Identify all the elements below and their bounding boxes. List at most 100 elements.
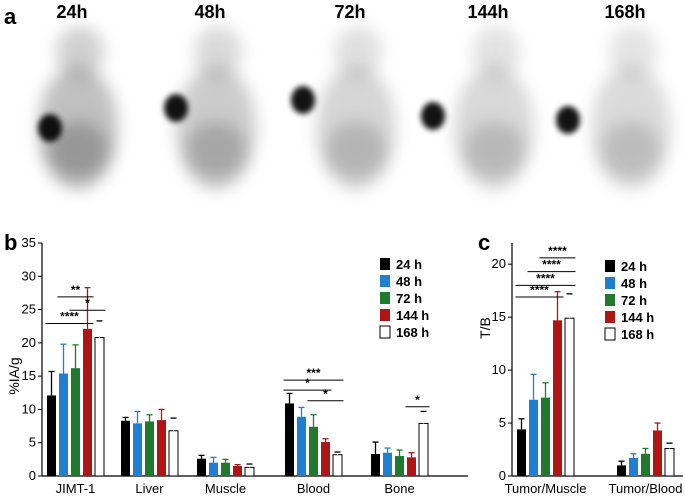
y-axis-label: T/B <box>477 317 493 339</box>
legend-swatch-48-h <box>380 275 390 287</box>
significance-label: * <box>323 387 328 401</box>
biodistribution-chart: b %IA/g 0 5 10 15 20 25 30 35 JIMT-1 Liver Muscle B… <box>4 230 468 496</box>
timepoint-label-168h: 168h <box>604 2 645 22</box>
legend-swatch-168-h <box>604 327 616 341</box>
bar-jimt-1-168-h <box>94 337 105 477</box>
head-uptake <box>472 26 520 78</box>
bar-blood-144-h <box>321 442 330 476</box>
y-tick-label: 15 <box>22 368 36 383</box>
panel-c-label: c <box>478 230 490 255</box>
significance-label: **** <box>530 283 549 297</box>
abdomen-uptake <box>464 122 524 178</box>
bar-liver-48-h <box>133 423 142 476</box>
legend-label-144-h: 144 h <box>621 310 654 325</box>
bar-bone-48-h <box>383 452 392 476</box>
tumor-uptake <box>38 114 62 142</box>
panel-a-label: a <box>4 4 17 29</box>
bar-tumor-blood-72-h <box>641 453 650 476</box>
x-tick-label-tumor-muscle: Tumor/Muscle <box>505 481 587 496</box>
significance-label: ** <box>71 283 81 297</box>
head-uptake <box>56 26 104 78</box>
bar-blood-48-h <box>297 416 306 476</box>
bar-tumor-muscle-72-h <box>541 397 550 476</box>
bar-liver-144-h <box>157 420 166 476</box>
significance-label: **** <box>548 244 567 258</box>
bar-tumor-blood-24-h <box>617 465 626 476</box>
y-tick-label: 10 <box>22 401 36 416</box>
significance-label: **** <box>60 310 79 324</box>
timepoint-label-144h: 144h <box>467 2 508 22</box>
significance-label: * <box>305 376 310 390</box>
bar-liver-24-h <box>121 420 130 476</box>
plot-area: 0 5 10 15 20 25 30 35 JIMT-1 Liver Muscle Blood Bone… <box>22 235 468 496</box>
y-tick-label: 20 <box>492 256 506 271</box>
bar-tumor-blood-168-h <box>664 447 675 477</box>
legend-label-168-h: 168 h <box>396 325 429 340</box>
bar-tumor-blood-48-h <box>629 457 638 476</box>
abdomen-uptake <box>48 122 108 178</box>
bar-bone-24-h <box>371 454 380 476</box>
bar-muscle-48-h <box>209 462 218 476</box>
tumor-uptake <box>164 94 188 122</box>
head-uptake <box>194 26 242 78</box>
head-uptake <box>334 26 382 78</box>
legend-label-72-h: 72 h <box>396 291 422 306</box>
legend-label-24-h: 24 h <box>621 259 647 274</box>
bar-blood-168-h <box>332 454 343 477</box>
bar-tumor-muscle-144-h <box>553 320 562 476</box>
bar-jimt-1-24-h <box>47 395 56 476</box>
legend-label-24-h: 24 h <box>396 257 422 272</box>
significance-label: * <box>85 296 90 310</box>
y-tick-label: 0 <box>29 468 36 483</box>
tumor-uptake <box>421 102 445 130</box>
legend-label-168-h: 168 h <box>621 327 654 342</box>
bar-muscle-72-h <box>221 462 230 476</box>
tumor-uptake <box>556 106 580 134</box>
y-tick-label: 15 <box>492 309 506 324</box>
pet-scan-image-24h <box>38 26 118 190</box>
x-tick-label-bone: Bone <box>384 481 414 496</box>
bar-tumor-muscle-48-h <box>529 399 538 476</box>
legend-swatch-144-h <box>380 309 390 321</box>
x-tick-label-muscle: Muscle <box>205 481 246 496</box>
significance-label: **** <box>542 258 561 272</box>
bar-liver-72-h <box>145 421 154 476</box>
bar-jimt-1-48-h <box>59 373 68 476</box>
bar-jimt-1-144-h <box>83 328 92 476</box>
y-tick-label: 35 <box>22 235 36 250</box>
bar-muscle-144-h <box>233 466 242 476</box>
pet-scan-image-168h <box>556 26 671 190</box>
bar-tumor-blood-144-h <box>653 430 662 476</box>
x-tick-label-tumor-blood: Tumor/Blood <box>609 481 683 496</box>
bar-blood-72-h <box>309 426 318 476</box>
bar-blood-24-h <box>285 403 294 476</box>
legend-label-144-h: 144 h <box>396 308 429 323</box>
pet-image-panel: a 24h 48h 72h 144h 168h <box>0 0 685 225</box>
bar-tumor-muscle-24-h <box>517 429 526 476</box>
legend-swatch-168-h <box>379 325 391 339</box>
biodistribution-chart-panel: b %IA/g 0 5 10 15 20 25 30 35 JIMT-1 Liver Muscle B… <box>0 228 470 497</box>
significance-label: * <box>415 393 420 407</box>
bar-muscle-24-h <box>197 458 206 476</box>
legend-swatch-72-h <box>605 294 615 306</box>
pet-scan-image-48h <box>164 26 256 190</box>
legend-swatch-24-h <box>380 258 390 270</box>
legend-swatch-48-h <box>605 277 615 289</box>
panel-b-label: b <box>4 230 17 255</box>
legend-label-48-h: 48 h <box>396 274 422 289</box>
y-tick-label: 5 <box>29 435 36 450</box>
abdomen-uptake <box>601 122 661 178</box>
bar-bone-168-h <box>418 422 429 477</box>
y-tick-label: 30 <box>22 268 36 283</box>
pet-scan-image-72h <box>291 26 396 190</box>
abdomen-uptake <box>326 122 386 178</box>
timepoint-label-48h: 48h <box>194 2 225 22</box>
y-tick-label: 0 <box>499 468 506 483</box>
bar-muscle-168-h <box>244 466 255 477</box>
significance-label: *** <box>306 366 320 380</box>
x-tick-label-liver: Liver <box>135 481 164 496</box>
y-tick-label: 5 <box>499 415 506 430</box>
legend-swatch-72-h <box>380 292 390 304</box>
bar-liver-168-h <box>168 430 179 477</box>
bar-bone-144-h <box>407 457 416 476</box>
